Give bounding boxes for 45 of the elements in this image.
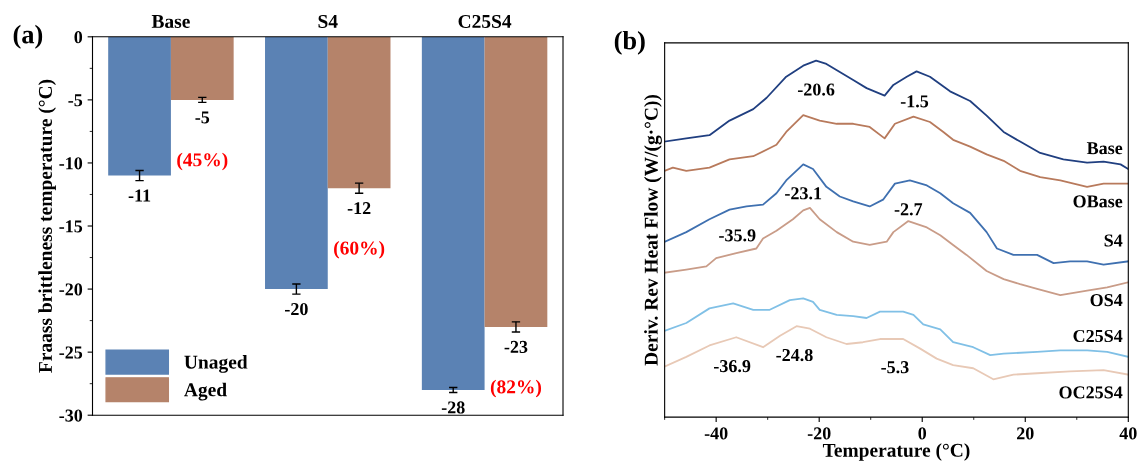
annotation: (45%) — [177, 152, 228, 171]
text: (a) — [13, 24, 43, 49]
data-label: -12 — [347, 202, 371, 215]
annotation: -24.8 — [776, 348, 813, 362]
annotation: -2.7 — [894, 203, 923, 216]
text: (b) — [614, 30, 645, 55]
legend-label: Aged — [184, 382, 227, 401]
y-tick-label: -20 — [59, 283, 83, 296]
series-label: C25S4 — [1073, 329, 1123, 343]
x-tick-label: -40 — [704, 427, 728, 440]
data-label: -5 — [195, 111, 210, 124]
y-tick-label: -30 — [59, 409, 83, 422]
x-tick-label: 0 — [918, 427, 927, 440]
data-label: -20 — [285, 302, 308, 316]
annotation: (60%) — [334, 240, 385, 259]
data-label: -11 — [128, 189, 151, 202]
data-label: -28 — [441, 401, 465, 414]
y-tick-label: -25 — [59, 346, 83, 359]
x-tick-label: S4 — [318, 14, 338, 28]
y-axis-title: Fraass brittleness temperature (°C) — [38, 79, 56, 373]
series-label: OS4 — [1090, 294, 1123, 307]
x-tick-label: Base — [151, 15, 190, 28]
series-label: OC25S4 — [1059, 386, 1123, 399]
x-tick-label: -20 — [807, 427, 831, 440]
annotation: -23.1 — [785, 187, 822, 200]
series-label: S4 — [1104, 234, 1123, 247]
series-label: Base — [1086, 142, 1123, 155]
annotation: -36.9 — [713, 360, 751, 373]
series-label: OBase — [1073, 195, 1123, 208]
annotation: -20.6 — [797, 83, 835, 96]
x-tick-label: 40 — [1119, 427, 1137, 440]
x-tick-label: 20 — [1016, 427, 1034, 440]
data-label: -23 — [504, 340, 528, 353]
x-tick-label: C25S4 — [458, 14, 512, 28]
y-axis-title: Deriv. Rev Heat Flow (W/(g·°C)) — [644, 94, 662, 366]
y-tick-label: 0 — [74, 31, 83, 44]
legend-label: Unaged — [184, 355, 248, 373]
x-axis-title: Temperature (°C) — [822, 443, 970, 461]
y-tick-label: -10 — [59, 157, 83, 170]
annotation: -35.9 — [719, 229, 756, 242]
y-tick-label: -5 — [68, 94, 83, 107]
y-tick-label: -15 — [59, 220, 83, 233]
annotation: (82%) — [490, 379, 542, 398]
annotation: -5.3 — [881, 361, 909, 374]
annotation: -1.5 — [900, 95, 929, 108]
